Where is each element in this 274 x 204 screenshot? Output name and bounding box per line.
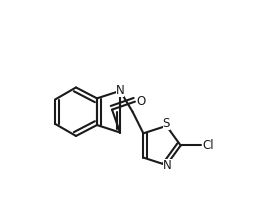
Text: Cl: Cl: [203, 139, 214, 152]
Text: N: N: [163, 159, 172, 172]
Text: S: S: [163, 118, 170, 130]
Text: O: O: [136, 95, 145, 108]
Text: N: N: [116, 84, 124, 97]
